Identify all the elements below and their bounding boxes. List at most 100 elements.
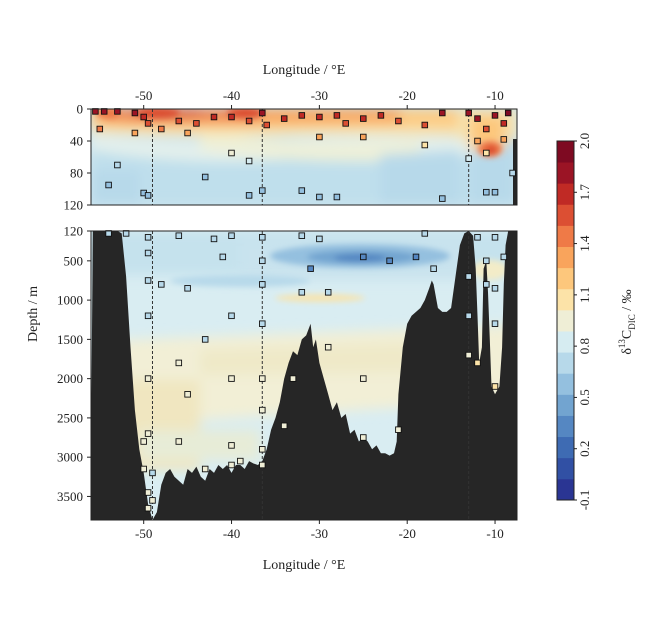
sample-marker [504,109,512,117]
upper-field-hot-spot [136,109,180,118]
top-x-axis: -50 -40 -30 -20 -10 [135,88,504,109]
lower-panel: 120 500 1000 1500 2000 2500 3000 3500 -50 -40 -30… [57,224,518,573]
y-tick-label: 3000 [57,450,83,465]
sample-marker [465,155,472,162]
colorbar-tick-label: 1.4 [577,235,592,252]
sample-marker [144,312,152,320]
sample-marker [474,234,481,241]
y-tick-label: 80 [70,166,83,181]
colorbar-swatch [557,394,574,416]
colorbar-swatch [557,204,574,226]
x-tick-label: -10 [486,526,503,541]
colorbar-swatch [557,436,574,459]
sample-marker [509,169,516,177]
sample-marker [360,434,367,441]
sample-marker [144,192,152,199]
colorbar-swatch [557,457,574,480]
colorbar-label: δ13CDIC / ‰ [617,289,637,354]
x-tick-label: -30 [311,88,328,103]
colorbar-swatch [557,141,574,163]
colorbar-swatch [557,183,574,205]
sample-marker [324,289,332,296]
colorbar-swatch [557,478,574,501]
sample-marker [377,112,385,119]
lower-field-low-core [334,254,386,262]
y-tick-label: 120 [64,224,84,239]
sample-marker [483,188,490,196]
lower-field-low-core [170,275,310,287]
upper-field-hot-spot [227,109,263,118]
sample-marker [259,461,266,469]
sample-marker [280,115,288,122]
sample-marker [149,497,156,504]
upper-frame [90,108,518,206]
sample-marker [500,253,508,261]
upper-y-axis: 0 40 80 120 [64,102,91,213]
sample-marker [228,461,235,469]
sample-marker [483,281,490,288]
sample-marker [465,273,472,280]
lower-sample-markers [105,230,508,512]
x-tick-label: -40 [223,88,240,103]
colorbar-swatch [557,373,574,395]
sample-marker [474,115,481,122]
sample-marker [465,351,472,359]
sample-marker [201,336,209,343]
upper-field-blob [200,130,420,162]
upper-field-blob [470,140,517,205]
sample-marker [140,113,147,121]
sample-marker [193,120,200,127]
sample-marker [430,265,437,272]
sample-marker [474,359,481,367]
sample-marker [483,149,490,157]
sample-marker [140,465,147,473]
y-tick-label: 120 [64,198,84,213]
x-tick-label: -50 [135,526,152,541]
lower-terrain [91,231,517,520]
upper-panel: 0 40 80 120 -50 -40 -30 -20 -10 Longitude / °E [64,63,518,213]
y-tick-label: 40 [70,134,83,149]
sample-marker [144,430,152,437]
sample-marker [158,125,165,133]
sample-marker [439,109,446,117]
sample-marker [219,253,227,261]
y-axis-label: Depth / m [26,286,41,342]
sample-marker [465,312,472,320]
x-tick-label: -40 [223,526,240,541]
lower-frame [90,230,518,521]
sample-marker [500,136,508,143]
sample-marker [298,289,306,296]
sample-marker [316,193,323,201]
colorbar-tick-label: 0.5 [577,389,592,405]
sample-marker [259,109,266,117]
sample-marker [144,375,152,382]
sample-marker [96,125,104,133]
y-tick-label: 2000 [57,371,83,386]
colorbar-swatch [557,331,574,353]
sample-marker [307,265,314,272]
sample-marker [245,157,253,165]
sample-marker [342,120,349,127]
x-axis-label: Longitude / °E [263,558,346,573]
y-tick-label: 2500 [57,410,83,425]
colorbar-swatch [557,309,574,332]
sample-marker [131,109,139,117]
sample-marker [259,406,266,414]
sample-marker [421,121,429,129]
sample-marker [316,113,323,121]
sample-marker [259,234,266,241]
sample-marker [259,446,266,453]
sample-marker [298,187,306,194]
sample-marker [105,181,112,189]
sample-marker [144,277,152,284]
sample-marker [259,187,266,194]
sample-marker [184,129,191,137]
sample-marker [175,232,183,239]
lower-y-axis: 120 500 1000 1500 2000 2500 3000 3500 [57,224,91,504]
sample-marker [360,115,367,122]
sample-marker [386,257,393,265]
sample-marker [210,235,218,243]
sample-marker [491,112,499,119]
sample-marker [316,133,323,141]
sample-marker [184,285,191,292]
